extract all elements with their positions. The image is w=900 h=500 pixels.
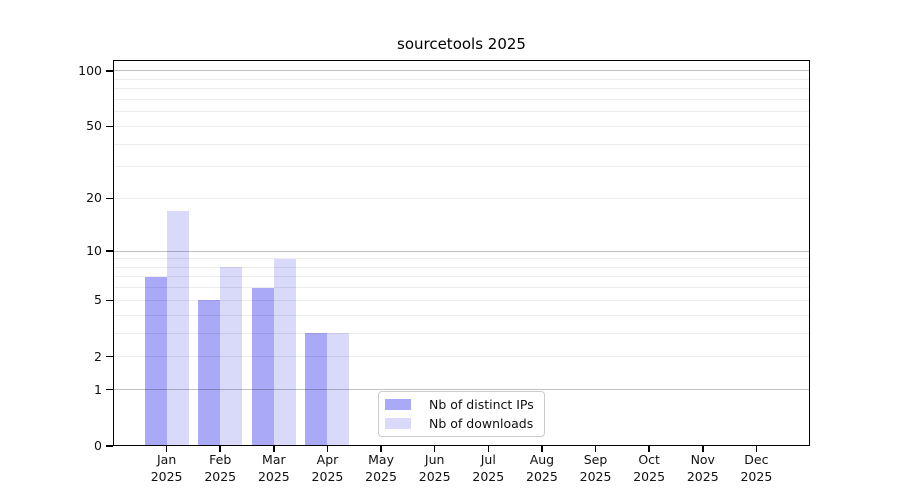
y-axis-tick-label: 10 bbox=[86, 243, 102, 259]
x-axis-tick-label: Oct 2025 bbox=[633, 452, 666, 484]
gridline-minor bbox=[113, 197, 810, 199]
legend-item-distinct-ips: Nb of distinct IPs bbox=[385, 397, 538, 412]
bar-downloads bbox=[273, 258, 296, 446]
x-axis-tick bbox=[326, 446, 329, 452]
x-axis-tick bbox=[219, 446, 221, 452]
legend: Nb of distinct IPs Nb of downloads bbox=[378, 391, 545, 437]
y-axis-tick bbox=[106, 355, 113, 358]
x-axis-tick-label: Nov 2025 bbox=[686, 452, 719, 484]
x-axis-tick bbox=[702, 446, 704, 452]
legend-swatch-distinct-ips bbox=[385, 399, 411, 410]
y-axis-tick bbox=[106, 70, 113, 72]
bar-downloads bbox=[327, 333, 350, 446]
x-axis-tick-label: Mar 2025 bbox=[257, 452, 290, 484]
y-axis-tick bbox=[106, 125, 113, 128]
gridline-minor bbox=[113, 78, 810, 80]
y-axis-tick-label: 2 bbox=[94, 348, 102, 364]
y-axis-tick bbox=[106, 197, 113, 200]
gridline-minor bbox=[113, 258, 810, 260]
bar-downloads bbox=[220, 267, 243, 446]
x-axis-tick-label: Jul 2025 bbox=[472, 452, 505, 484]
y-axis-tick-label: 20 bbox=[86, 190, 102, 206]
y-axis-tick-label: 0 bbox=[94, 438, 102, 453]
gridline-minor bbox=[113, 166, 810, 168]
y-axis-tick-label: 5 bbox=[94, 292, 102, 308]
y-axis-tick-label: 100 bbox=[78, 62, 102, 78]
y-axis-tick-label: 1 bbox=[94, 381, 102, 397]
x-axis-tick bbox=[165, 446, 168, 452]
legend-label-downloads: Nb of downloads bbox=[429, 416, 534, 431]
bar-distinct-ips bbox=[251, 287, 274, 446]
x-axis-tick bbox=[380, 446, 382, 452]
bar-distinct-ips bbox=[144, 276, 167, 446]
x-axis-tick bbox=[433, 446, 436, 452]
x-axis-tick bbox=[541, 446, 543, 452]
x-axis-tick-label: May 2025 bbox=[365, 452, 397, 484]
y-axis-tick bbox=[106, 445, 113, 447]
x-axis-tick-label: Aug 2025 bbox=[526, 452, 558, 484]
y-axis-tick bbox=[106, 250, 113, 252]
x-axis-tick-label: Feb 2025 bbox=[204, 452, 237, 484]
gridline-major bbox=[113, 70, 810, 72]
gridline-minor bbox=[113, 143, 810, 145]
gridline-minor bbox=[113, 98, 810, 100]
legend-swatch-downloads bbox=[385, 418, 411, 429]
x-axis-tick-label: Apr 2025 bbox=[311, 452, 344, 484]
gridline-minor bbox=[113, 276, 810, 278]
gridline-major bbox=[113, 250, 810, 252]
gridline-minor bbox=[113, 287, 810, 289]
x-axis-tick-label: Jun 2025 bbox=[418, 452, 451, 484]
x-axis-tick-label: Jan 2025 bbox=[150, 452, 183, 484]
gridline-minor bbox=[113, 125, 810, 127]
gridline-minor bbox=[113, 266, 810, 268]
bar-distinct-ips bbox=[305, 333, 328, 446]
bar-downloads bbox=[166, 210, 189, 446]
legend-label-distinct-ips: Nb of distinct IPs bbox=[429, 397, 534, 412]
legend-item-downloads: Nb of downloads bbox=[385, 416, 538, 431]
y-axis-tick bbox=[106, 299, 113, 302]
x-axis-tick-label: Sep 2025 bbox=[579, 452, 612, 484]
x-axis-tick bbox=[273, 446, 275, 452]
gridline-minor bbox=[113, 88, 810, 90]
y-axis-tick bbox=[106, 388, 113, 391]
x-axis-tick bbox=[594, 446, 597, 452]
bar-distinct-ips bbox=[198, 300, 221, 446]
gridline-minor bbox=[113, 111, 810, 113]
chart-title: sourcetools 2025 bbox=[397, 35, 526, 53]
y-axis-tick-label: 50 bbox=[86, 118, 102, 134]
x-axis-tick bbox=[648, 446, 650, 452]
x-axis-tick bbox=[487, 446, 490, 452]
x-axis-tick bbox=[755, 446, 758, 452]
x-axis-tick-label: Dec 2025 bbox=[740, 452, 773, 484]
